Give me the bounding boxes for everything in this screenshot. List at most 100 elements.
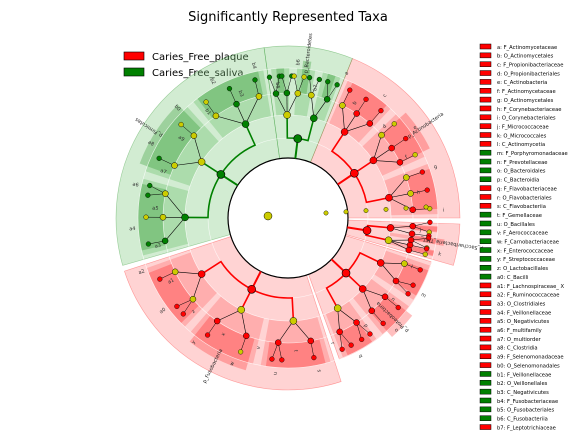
node-order-3-0-1 — [274, 339, 282, 346]
key-label-h: h: F_Corynebacteriaceae — [497, 107, 561, 113]
subsector-p_Firmicutes-2 — [193, 70, 272, 139]
node-class-2-0 — [376, 259, 385, 267]
key-label-a1: a1: F_Lachnospiraceae_ X — [497, 284, 565, 290]
key-swatch-e — [479, 79, 492, 85]
node-order-2-0-0 — [401, 260, 408, 267]
node-order-4-2-1 — [233, 100, 240, 108]
node-family-4-1-1-0 — [178, 121, 184, 128]
node-order-0-0-2 — [366, 120, 374, 127]
node-family-3-0-1-0 — [279, 357, 285, 363]
key-swatch-a9 — [479, 353, 492, 359]
node-class-3-2 — [197, 270, 206, 278]
key-label-j: j: F_Micrococcaceae — [496, 124, 549, 130]
key-label-q: q: F_Flavobacteriaceae — [497, 186, 557, 192]
segment-label: e — [412, 125, 418, 132]
edge-order-4-0-2 — [165, 193, 186, 218]
segment-label: g — [433, 164, 438, 171]
node-order-5-0-0 — [272, 90, 280, 97]
key-swatch-z — [479, 265, 492, 271]
key-label-k: k: O_Micrococcales — [497, 133, 547, 139]
key-swatch-x — [479, 247, 492, 253]
segment-label: v — [256, 346, 263, 350]
key-label-a8: a8: C_Clostridia — [497, 346, 538, 352]
subsector-p_Firmicutes-1 — [145, 106, 219, 186]
node-family-5-1-0-1 — [316, 76, 322, 83]
node-family-3-2-1-0 — [157, 276, 163, 282]
subsector-p_Actinobacteria-2 — [384, 163, 438, 216]
legend-swatch-plaque — [123, 51, 145, 61]
edge-order-2-2-1 — [337, 308, 340, 332]
edge-order-2-0-1 — [380, 262, 397, 282]
node-order-4-2-2 — [255, 93, 263, 100]
node-order-4-0-0 — [161, 237, 169, 245]
segment-label: b2 — [208, 77, 216, 85]
node-family-1-1-1-0 — [424, 246, 430, 252]
segment-label: a — [344, 71, 351, 76]
node-order-3-1-0 — [243, 332, 250, 340]
node-phylum-0 — [350, 168, 359, 178]
node-chain-4 — [403, 205, 409, 211]
segment-label: c — [382, 93, 389, 99]
edge-order-0-0-0 — [342, 105, 345, 132]
key-swatch-b7 — [479, 424, 492, 430]
key-label-l: l: C_Actinomycetia — [497, 142, 545, 148]
key-swatch-i — [479, 114, 492, 121]
node-family-3-1-0-0 — [237, 349, 244, 355]
node-family-4-2-0-0 — [203, 99, 209, 105]
edge-order-4-1-1 — [193, 135, 202, 162]
segment-label: b1 — [203, 108, 212, 117]
node-order-5-0-1 — [283, 89, 291, 97]
node-chain-1 — [343, 209, 349, 215]
node-family-0-0-2-0 — [378, 108, 384, 114]
node-order-4-1-1 — [190, 132, 198, 139]
segment-label: a7 — [159, 168, 167, 176]
key-label-p: p: C_Bacteroidia — [497, 178, 539, 184]
edge-order-4-1-0 — [174, 161, 202, 166]
segment-label: o — [393, 327, 399, 333]
node-class-2-2 — [333, 304, 342, 312]
segment-label: b — [352, 100, 359, 106]
node-class-4-0 — [181, 213, 189, 222]
segment-label: r — [329, 341, 336, 346]
node-order-3-2-1 — [171, 268, 179, 276]
edge-order-3-2-1 — [175, 271, 202, 275]
phylum-label-p_Bacteroidetes: p_Bacteroidetes — [303, 33, 314, 74]
node-family-3-1-1-0 — [204, 332, 211, 338]
segment-label: a1 — [167, 277, 175, 285]
node-order-2-1-1 — [368, 307, 376, 315]
root-circle — [227, 157, 349, 279]
node-family-4-0-2-1 — [147, 182, 153, 189]
subsector-inner-p_Actinobacteria-2 — [406, 168, 438, 211]
key-label-y: y: F_Streptococcaceae — [497, 257, 555, 263]
node-root-marker — [263, 211, 273, 221]
key-swatch-p — [479, 176, 492, 182]
key-label-n: n: F_Prevotellaceae — [497, 160, 547, 166]
node-class-2-1 — [358, 285, 367, 293]
key-swatch-f — [479, 88, 492, 94]
node-family-2-2-0-0 — [367, 331, 373, 337]
subsector-inner-p_Bacteroidetes-2 — [321, 73, 336, 100]
segment-label: a0 — [159, 307, 168, 316]
key-swatch-h — [479, 105, 492, 112]
node-order-2-2-0 — [353, 319, 360, 326]
key-swatch-a8 — [479, 344, 492, 351]
segment-label: a3 — [154, 243, 161, 250]
segment-label: w — [229, 361, 236, 367]
node-order-5-1-0 — [308, 91, 315, 99]
key-swatch-a6 — [479, 326, 492, 333]
edge-order-5-0-0 — [275, 93, 288, 116]
node-order-4-2-0 — [212, 112, 220, 120]
segment-label: a9 — [177, 135, 186, 144]
node-class-5-1 — [310, 114, 318, 123]
node-family-3-2-0-0 — [180, 311, 186, 317]
node-chain-3 — [383, 206, 389, 212]
node-order-3-1-1 — [213, 317, 221, 325]
key-swatch-b4 — [479, 397, 492, 404]
subsector-inner-p_Firmicutes-1 — [139, 104, 201, 175]
node-order-4-0-1 — [159, 214, 167, 221]
key-label-f: f: F_Actinomycetaceae — [497, 89, 556, 95]
node-order-0-2-2 — [409, 206, 416, 214]
segment-label: y — [191, 339, 198, 345]
node-chain-5 — [423, 204, 429, 210]
